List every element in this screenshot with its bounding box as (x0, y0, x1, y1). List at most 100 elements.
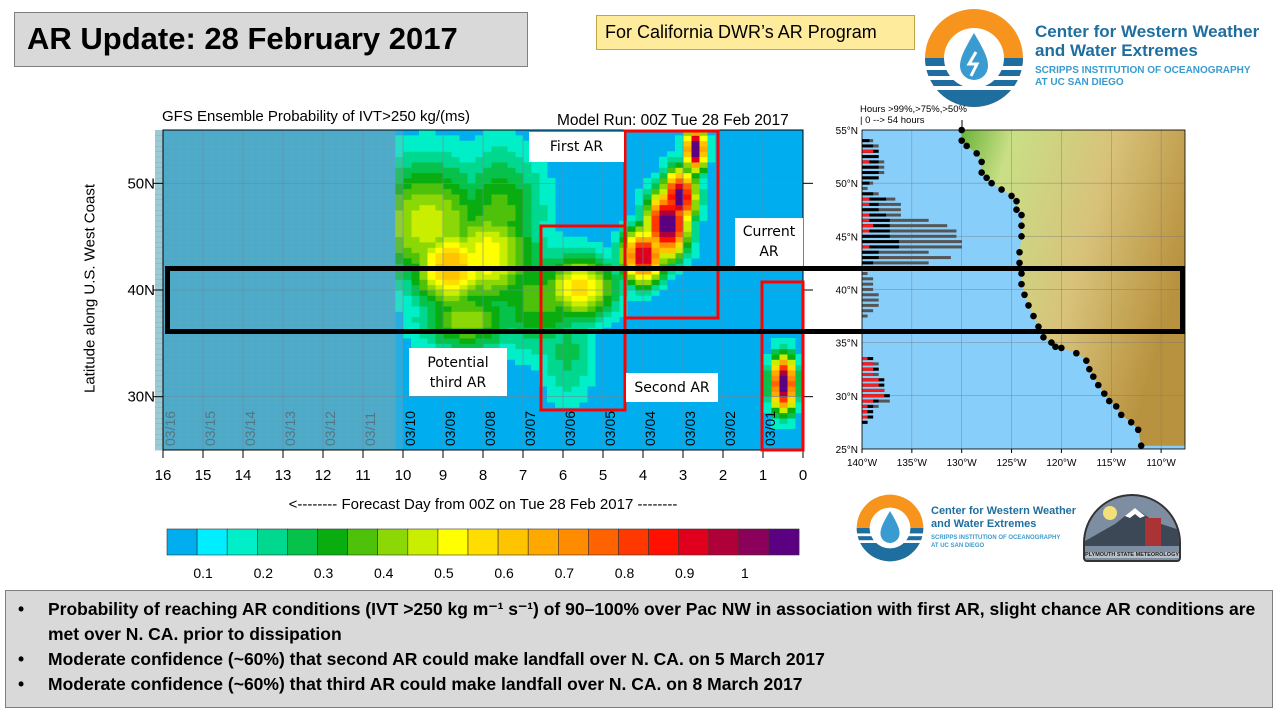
heatmap-cell (531, 167, 540, 174)
heatmap-cell (467, 258, 476, 264)
heatmap-cell (499, 231, 508, 238)
heatmap-cell (267, 332, 276, 339)
heatmap-cell (235, 178, 244, 184)
heatmap-cell (475, 295, 484, 302)
heatmap-cell (187, 407, 196, 414)
heatmap-cell (379, 396, 388, 403)
heatmap-cell (275, 247, 284, 254)
heatmap-cell (315, 386, 324, 392)
heatmap-cell (379, 412, 388, 419)
heatmap-cell (243, 444, 252, 451)
heatmap-cell (235, 172, 244, 179)
heatmap-cell (347, 284, 356, 291)
heatmap-cell (195, 242, 204, 248)
heatmap-cell (419, 311, 428, 318)
x-tick-label: 16 (155, 467, 172, 484)
heatmap-cell (251, 311, 260, 318)
heatmap-cell (403, 188, 412, 195)
heatmap-cell (275, 236, 284, 243)
heatmap-cell (363, 188, 372, 195)
heatmap-cell (403, 284, 412, 291)
heatmap-cell (235, 167, 244, 174)
heatmap-cell (379, 444, 388, 451)
logo-line: and Water Extremes (931, 518, 1037, 530)
heatmap-cell (483, 199, 492, 206)
heatmap-cell (779, 338, 788, 344)
heatmap-cell (483, 140, 492, 147)
heatmap-cell (419, 338, 428, 344)
heatmap-cell (491, 268, 500, 275)
heatmap-cell (363, 130, 372, 136)
heatmap-cell (291, 258, 300, 264)
heatmap-cell (259, 151, 268, 158)
heatmap-cell (227, 151, 236, 158)
heatmap-cell (443, 178, 452, 184)
heatmap-cell (523, 268, 532, 275)
heatmap-cell (563, 380, 572, 387)
heatmap-cell (611, 316, 620, 323)
heatmap-cell (251, 375, 260, 382)
coast-point (1030, 312, 1037, 320)
heatmap-cell (347, 162, 356, 168)
heatmap-cell (443, 338, 452, 344)
heatmap-cell (467, 236, 476, 243)
heatmap-cell (411, 290, 420, 296)
heatmap-cell (323, 274, 332, 280)
heatmap-cell (315, 338, 324, 344)
heatmap-cell (155, 172, 164, 179)
heatmap-cell (323, 215, 332, 222)
heatmap-cell (355, 226, 364, 232)
heatmap-cell (235, 220, 244, 227)
heatmap-cell (259, 236, 268, 243)
heatmap-cell (363, 199, 372, 206)
x-tick-label: 8 (479, 467, 487, 484)
heatmap-cell (155, 146, 164, 152)
heatmap-cell (419, 226, 428, 232)
heatmap-cell (443, 300, 452, 307)
heatmap-cell (427, 130, 436, 136)
heatmap-cell (339, 338, 348, 344)
heatmap-cell (411, 199, 420, 206)
heatmap-cell (419, 204, 428, 211)
heatmap-cell (291, 178, 300, 184)
heatmap-cell (291, 434, 300, 440)
heatmap-cell (179, 332, 188, 339)
heatmap-cell (283, 130, 292, 136)
heatmap-cell (251, 295, 260, 302)
heatmap-cell (419, 146, 428, 152)
heatmap-cell (171, 322, 180, 328)
heatmap-cell (403, 220, 412, 227)
bar-gt75 (862, 234, 890, 238)
heatmap-cell (259, 343, 268, 350)
heatmap-cell (499, 146, 508, 152)
heatmap-cell (195, 210, 204, 216)
heatmap-cell (443, 135, 452, 142)
heatmap-cell (355, 428, 364, 435)
heatmap-cell (291, 354, 300, 360)
heatmap-cell (635, 188, 644, 195)
heatmap-cell (291, 391, 300, 398)
heatmap-cell (387, 402, 396, 408)
heatmap-cell (547, 252, 556, 259)
x-tick-label: 9 (439, 467, 447, 484)
heatmap-cell (507, 290, 516, 296)
heatmap-cell (331, 412, 340, 419)
heatmap-cell (379, 156, 388, 163)
coast-point (1018, 222, 1025, 229)
heatmap-cell (707, 135, 716, 142)
heatmap-cell (331, 407, 340, 414)
heatmap-cell (651, 247, 660, 254)
heatmap-cell (691, 151, 700, 158)
heatmap-cell (419, 242, 428, 248)
heatmap-cell (355, 258, 364, 264)
heatmap-cell (331, 375, 340, 382)
heatmap-cell (483, 279, 492, 286)
heatmap-cell (539, 199, 548, 206)
heatmap-cell (451, 135, 460, 142)
heatmap-cell (179, 338, 188, 344)
heatmap-cell (539, 188, 548, 195)
heatmap-cell (387, 332, 396, 339)
heatmap-cell (283, 402, 292, 408)
heatmap-cell (595, 306, 604, 312)
heatmap-cell (299, 343, 308, 350)
